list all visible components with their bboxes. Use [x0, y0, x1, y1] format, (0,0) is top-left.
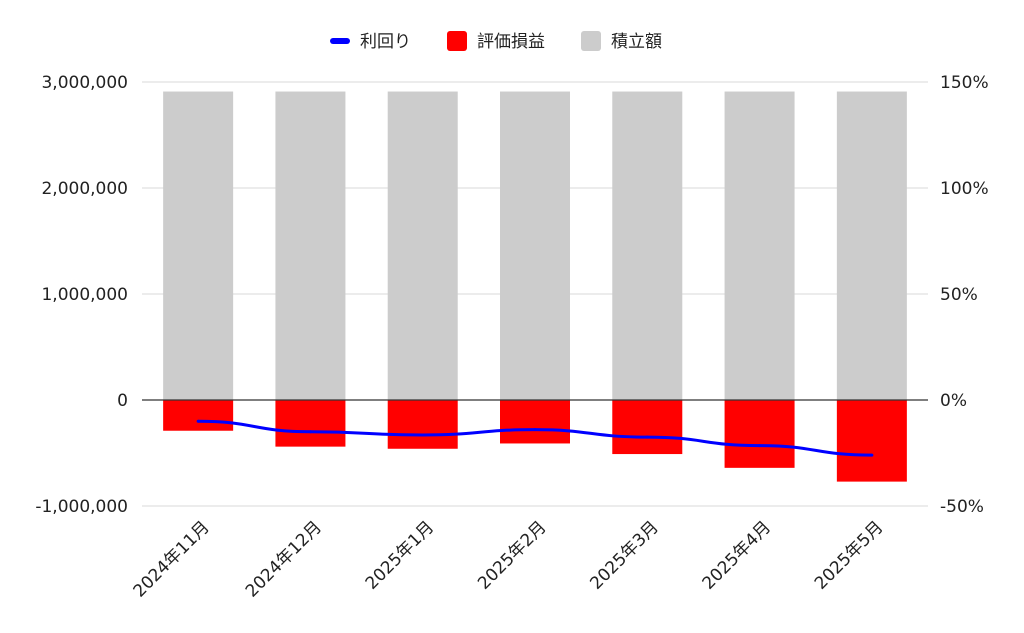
bar-評価損益-2025年1月	[387, 400, 458, 449]
x-tick-label: 2025年3月	[586, 517, 662, 593]
bar-評価損益-2025年2月	[500, 400, 570, 444]
legend-swatch-評価損益	[447, 31, 467, 51]
bar-積立額-2025年1月	[387, 91, 458, 400]
line-point-2025年2月	[533, 428, 537, 432]
right-tick-label: 100%	[940, 179, 989, 199]
right-tick-label: 150%	[940, 73, 989, 93]
bar-評価損益-2024年11月	[163, 400, 234, 431]
left-tick-label: 3,000,000	[41, 73, 128, 93]
bar-積立額-2024年12月	[275, 91, 346, 400]
x-tick-label: 2025年5月	[811, 517, 887, 593]
x-tick-label: 2025年1月	[362, 517, 438, 593]
bar-評価損益-2024年12月	[275, 400, 346, 447]
line-point-2025年4月	[758, 444, 762, 448]
x-tick-label: 2025年2月	[474, 517, 550, 593]
left-tick-label: 0	[117, 391, 128, 411]
line-point-2025年5月	[870, 453, 874, 457]
left-tick-label: -1,000,000	[35, 497, 128, 517]
x-tick-label: 2024年12月	[242, 517, 326, 601]
x-axis-ticks: 2024年11月 2024年12月 2025年1月 2025年2月 2025年3月 202…	[130, 517, 888, 601]
legend-label-積立額: 積立額	[611, 32, 662, 52]
left-tick-label: 1,000,000	[41, 285, 128, 305]
bars	[163, 91, 907, 482]
line-point-2025年1月	[421, 433, 425, 437]
legend: 利回り 評価損益 積立額	[330, 31, 662, 52]
bar-積立額-2025年3月	[612, 91, 683, 400]
right-tick-label: 50%	[940, 285, 978, 305]
legend-label-利回り: 利回り	[360, 32, 411, 52]
legend-swatch-利回り	[330, 38, 350, 44]
bar-積立額-2025年5月	[836, 91, 907, 400]
bar-評価損益-2025年5月	[836, 400, 907, 482]
line-point-2024年12月	[308, 430, 312, 434]
bar-積立額-2025年2月	[500, 91, 570, 400]
left-axis-ticks: -1,000,000 0 1,000,000 2,000,000 3,000,000	[35, 73, 128, 517]
legend-label-評価損益: 評価損益	[477, 32, 545, 52]
right-tick-label: 0%	[940, 391, 967, 411]
bar-積立額-2025年4月	[724, 91, 795, 400]
bar-評価損益-2025年3月	[612, 400, 683, 455]
legend-swatch-積立額	[581, 31, 601, 51]
right-axis-ticks: -50% 0% 50% 100% 150%	[940, 73, 989, 517]
bar-評価損益-2025年4月	[724, 400, 795, 468]
yield-line	[196, 419, 874, 457]
line-point-2025年3月	[645, 435, 649, 439]
x-tick-label: 2024年11月	[130, 517, 214, 601]
x-tick-label: 2025年4月	[699, 517, 775, 593]
line-point-2024年11月	[196, 419, 200, 423]
bar-積立額-2024年11月	[163, 91, 234, 400]
right-tick-label: -50%	[940, 497, 984, 517]
left-tick-label: 2,000,000	[41, 179, 128, 199]
